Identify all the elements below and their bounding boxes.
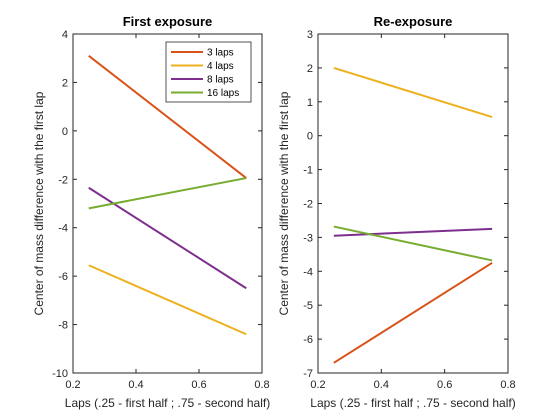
y-tick-label: -6	[303, 334, 313, 346]
x-tick-label: 0.4	[374, 379, 389, 391]
legend-label: 16 laps	[207, 88, 239, 99]
y-tick-label: -6	[58, 271, 68, 283]
y-tick-label: 0	[307, 131, 313, 143]
y-tick-label: 0	[62, 126, 68, 138]
y-tick-label: -3	[303, 232, 313, 244]
legend-label: 3 laps	[207, 48, 234, 59]
chart-title: First exposure	[123, 14, 213, 29]
y-tick-label: -4	[58, 223, 68, 235]
y-tick-label: 2	[62, 77, 68, 89]
x-tick-label: 0.4	[128, 379, 143, 391]
chart-title: Re-exposure	[374, 14, 453, 29]
x-axis-label: Laps (.25 - first half ; .75 - second ha…	[310, 396, 515, 410]
y-tick-label: -2	[58, 174, 68, 186]
y-tick-label: -5	[303, 300, 313, 312]
y-tick-label: 2	[307, 63, 313, 75]
x-tick-label: 0.2	[310, 379, 325, 391]
y-tick-label: 1	[307, 97, 313, 109]
y-tick-label: -2	[303, 199, 313, 211]
x-tick-label: 0.6	[191, 379, 206, 391]
y-tick-label: -1	[303, 165, 313, 177]
y-tick-label: -10	[52, 368, 68, 380]
legend-label: 8 laps	[207, 75, 234, 86]
y-tick-label: -4	[303, 266, 313, 278]
y-tick-label: 3	[307, 29, 313, 41]
x-tick-label: 0.8	[500, 379, 515, 391]
x-tick-label: 0.8	[254, 379, 269, 391]
x-tick-label: 0.6	[437, 379, 452, 391]
y-tick-label: 4	[62, 29, 68, 41]
x-axis-label: Laps (.25 - first half ; .75 - second ha…	[65, 396, 270, 410]
legend: 3 laps 4 laps 8 laps 16 laps	[166, 42, 251, 102]
legend-label: 4 laps	[207, 61, 234, 72]
y-tick-label: -8	[58, 320, 68, 332]
panel-1: 0.2 0.4 0.6 0.8 -10 -8 -6 -4 -2 0 2 4 First exposure…	[32, 14, 270, 410]
x-tick-label: 0.2	[65, 379, 80, 391]
plot-area	[318, 34, 508, 373]
panel-2: 0.2 0.4 0.6 0.8 -7 -6 -5 -4 -3 -2 -1 0 1 2 3 Re-exposur…	[277, 14, 516, 410]
y-axis-label: Center of mass difference with the first…	[32, 91, 46, 315]
y-tick-label: -7	[303, 368, 313, 380]
y-axis-label: Center of mass difference with the first…	[277, 91, 291, 315]
